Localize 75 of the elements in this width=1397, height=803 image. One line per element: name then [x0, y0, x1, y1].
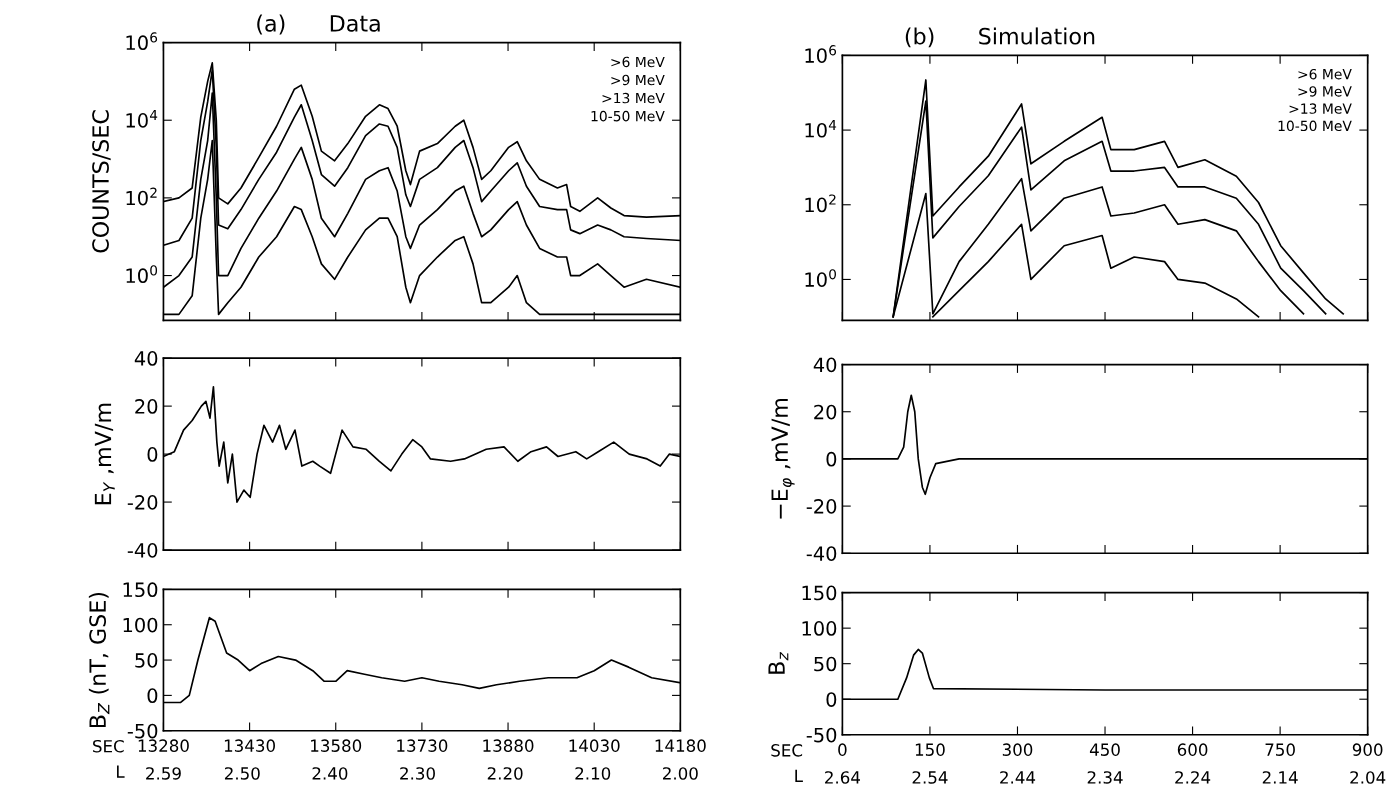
x2-tick-label: 2.54	[912, 771, 948, 784]
y-tick-label: 50	[135, 653, 158, 668]
annotation: >9 MeV	[1298, 86, 1352, 97]
x2-tick-label: 2.00	[663, 767, 698, 780]
y-tick-label: 20	[135, 399, 158, 414]
chart-title: (b) Simulation	[905, 27, 1095, 48]
x-tick-label: 13580	[311, 739, 362, 752]
x2-tick-label: 2.64	[825, 771, 861, 784]
y-tick-label: 100	[802, 621, 837, 636]
y-tick-label: 100	[123, 617, 158, 633]
y-axis-title: −E$_{φ}$ ,mV/m	[771, 398, 795, 519]
annotation: >6 MeV	[611, 56, 665, 68]
y-tick-label: 20	[814, 404, 837, 420]
y-tick-label: 10$^{2}$	[805, 194, 836, 213]
y-tick-label: 10$^{4}$	[805, 119, 837, 138]
y-tick-label: 0	[147, 688, 158, 704]
x2-tick-label: 2.04	[1350, 771, 1386, 784]
y-tick-label: 150	[802, 585, 837, 601]
y-tick-label: 10$^{0}$	[805, 269, 836, 287]
y-axis-title: B$_{z}$	[768, 652, 789, 674]
y-tick-label: -40	[806, 546, 837, 561]
x-tick-label: 13430	[224, 739, 275, 752]
x-tick-label: 14180	[655, 739, 706, 752]
y-tick-label: -40	[127, 543, 158, 558]
y-tick-label: -50	[127, 723, 158, 739]
x2-tick-label: 2.10	[575, 767, 611, 780]
x2-axis-title: L	[795, 769, 803, 782]
x-tick-label: 600	[1177, 743, 1208, 756]
x-tick-label: 750	[1265, 743, 1295, 756]
annotation: >13 MeV	[1289, 103, 1352, 114]
x-tick-label: 150	[915, 743, 945, 756]
y-tick-label: 40	[813, 357, 837, 373]
x2-tick-label: 2.14	[1262, 771, 1298, 784]
y-tick-label: -20	[806, 499, 837, 514]
x2-tick-label: 2.59	[146, 767, 181, 780]
y-tick-label: 10$^{0}$	[126, 265, 158, 284]
y-tick-label: 150	[123, 582, 158, 598]
x-tick-label: 13730	[397, 739, 448, 752]
x2-tick-label: 2.34	[1087, 771, 1123, 784]
annotation: >13 MeV	[602, 92, 665, 104]
annotation: >6 MeV	[1298, 68, 1352, 80]
y-tick-label: 0	[147, 447, 158, 462]
y-tick-label: 40	[134, 351, 158, 366]
y-tick-label: 10$^{4}$	[126, 110, 158, 128]
x-tick-label: 13880	[483, 739, 534, 752]
x2-tick-label: 2.50	[224, 767, 260, 780]
x-tick-label: 900	[1352, 743, 1383, 756]
y-tick-label: 50	[814, 656, 837, 672]
y-tick-label: 0	[826, 692, 837, 707]
x-tick-label: 13280	[138, 739, 189, 752]
x-tick-label: 450	[1089, 743, 1120, 756]
x-tick-label: 0	[838, 743, 847, 756]
chart-title: (a) Data	[257, 14, 380, 35]
x-axis-title: SEC	[93, 739, 124, 753]
y-tick-label: 10$^{2}$	[126, 187, 157, 206]
x2-tick-label: 2.30	[400, 767, 435, 780]
y-tick-label: 10$^{6}$	[805, 45, 837, 63]
annotation: >9 MeV	[611, 74, 665, 86]
y-axis-title: E$_{Y}$ ,mV/m	[94, 403, 115, 505]
y-axis-title: COUNTS/SEC	[92, 110, 111, 253]
x2-axis-title: L	[117, 765, 125, 778]
y-tick-label: -50	[806, 727, 837, 743]
y-tick-label: 10$^{6}$	[126, 32, 158, 51]
x2-tick-label: 2.24	[1175, 771, 1211, 784]
y-axis-title: B$_{Z}$ (nT, GSE)	[88, 592, 110, 728]
x2-tick-label: 2.20	[487, 767, 523, 780]
y-tick-label: -20	[127, 495, 158, 510]
x-tick-label: 300	[1002, 743, 1033, 756]
x2-tick-label: 2.40	[312, 767, 348, 780]
x-axis-title: SEC	[771, 744, 803, 757]
annotation: 10-50 MeV	[1278, 120, 1352, 132]
annotation: 10-50 MeV	[591, 110, 665, 122]
x-tick-label: 14030	[569, 739, 620, 752]
x2-tick-label: 2.44	[1000, 771, 1036, 784]
y-tick-label: 0	[826, 451, 837, 467]
